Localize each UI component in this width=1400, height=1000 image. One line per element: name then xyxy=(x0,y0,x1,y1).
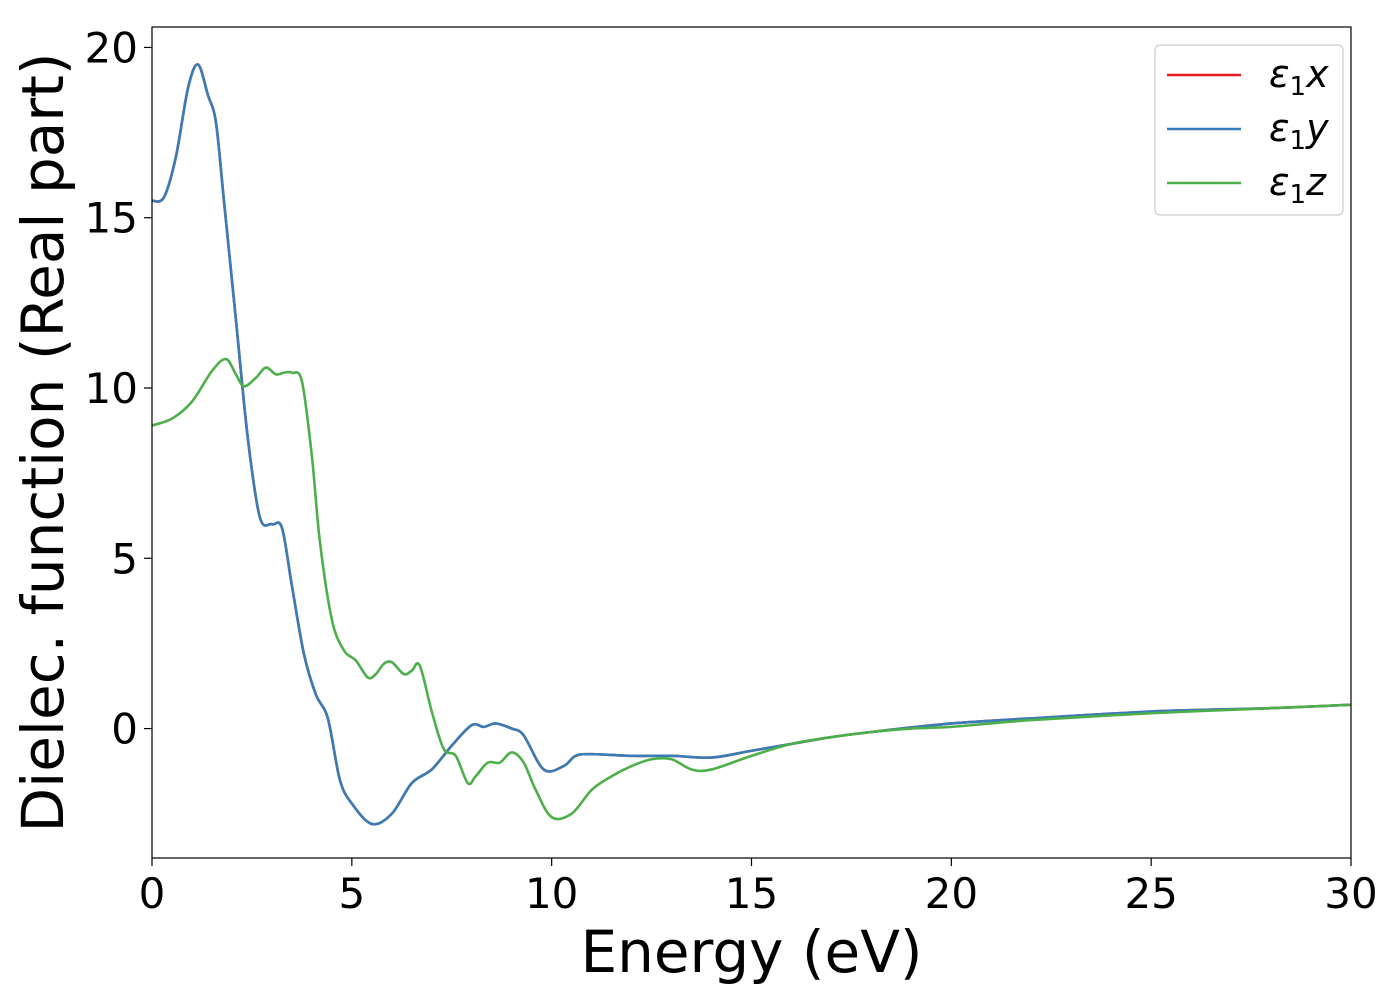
x-tick-label: 20 xyxy=(925,869,978,918)
y-tick-label: 0 xyxy=(111,705,138,754)
x-tick-label: 15 xyxy=(725,869,778,918)
x-tick-label: 10 xyxy=(525,869,578,918)
plot-area xyxy=(152,63,1351,826)
x-axis: 0 5 10 15 20 25 30 xyxy=(139,858,1378,918)
y-axis-label: Dielec. function (Real part) xyxy=(9,52,77,832)
legend-box xyxy=(1154,44,1344,216)
y-tick-label: 5 xyxy=(111,534,138,583)
series-line-z xyxy=(152,357,1351,821)
y-tick-label: 15 xyxy=(85,194,138,243)
legend-entry-z: ε1z xyxy=(1269,160,1327,210)
legend-entry-y: ε1y xyxy=(1269,106,1329,156)
y-tick-label: 10 xyxy=(85,364,138,413)
x-axis-label: Energy (eV) xyxy=(580,918,922,986)
y-tick-label: 20 xyxy=(85,23,138,72)
x-tick-label: 30 xyxy=(1324,869,1377,918)
y-axis: 0 5 10 15 20 xyxy=(85,23,152,754)
x-tick-label: 0 xyxy=(139,869,166,918)
x-tick-label: 25 xyxy=(1124,869,1177,918)
legend-entry-x: ε1x xyxy=(1269,52,1329,102)
x-tick-label: 5 xyxy=(338,869,365,918)
